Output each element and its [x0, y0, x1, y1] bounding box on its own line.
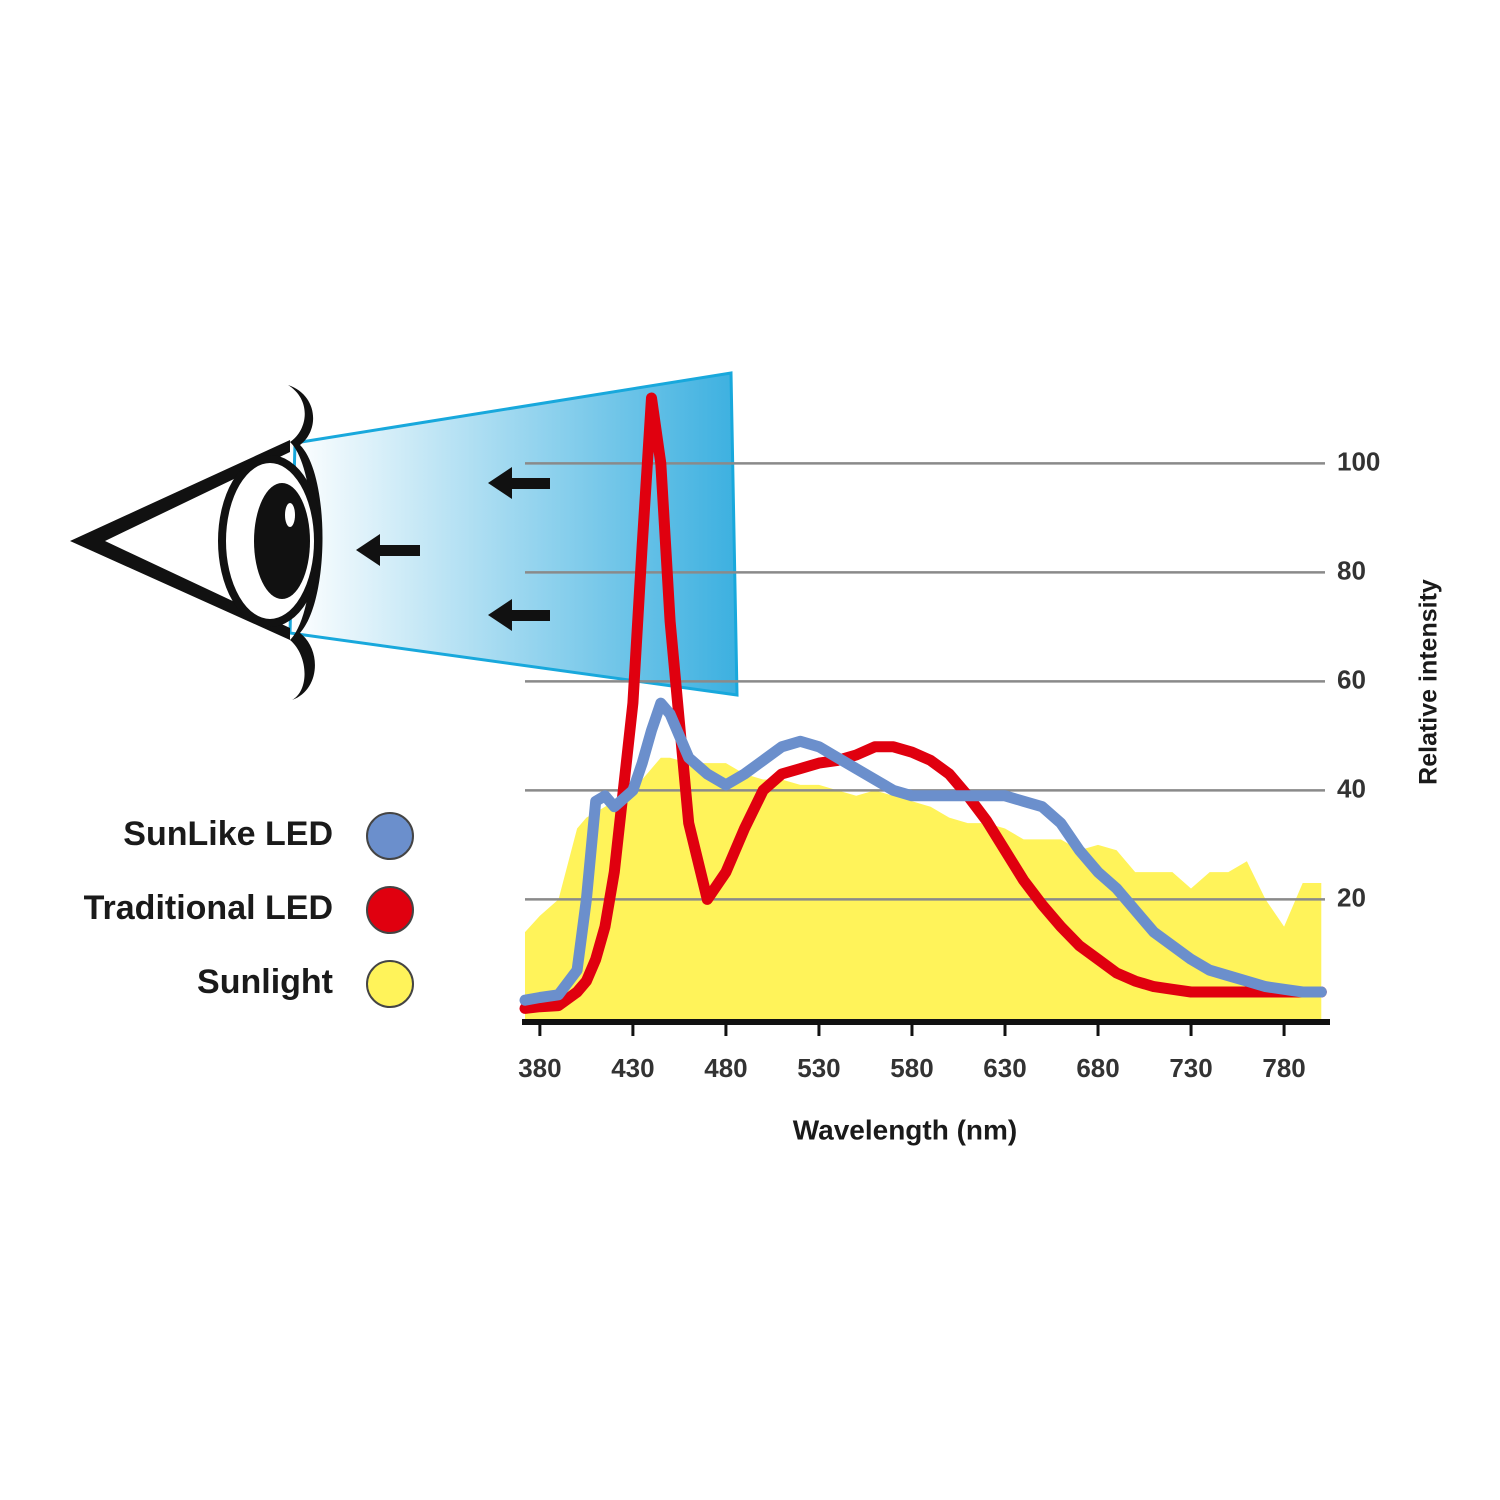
legend-label: SunLike LED — [123, 815, 333, 853]
x-tick-label: 680 — [1076, 1053, 1119, 1083]
y-tick-label: 20 — [1337, 882, 1366, 912]
legend-swatch — [366, 960, 414, 1008]
y-tick-label: 80 — [1337, 555, 1366, 585]
legend-swatch — [366, 886, 414, 934]
x-tick-label: 430 — [611, 1053, 654, 1083]
y-tick-label: 100 — [1337, 446, 1380, 476]
legend-label: Sunlight — [197, 963, 333, 1001]
legend-swatch — [366, 812, 414, 860]
y-axis-title: Relative intensity — [1415, 579, 1443, 785]
x-tick-label: 380 — [518, 1053, 561, 1083]
x-tick-label: 730 — [1169, 1053, 1212, 1083]
x-tick-label: 480 — [704, 1053, 747, 1083]
sunlight-area — [525, 757, 1322, 1022]
y-tick-label: 40 — [1337, 773, 1366, 803]
x-tick-label: 530 — [797, 1053, 840, 1083]
eye — [70, 385, 323, 700]
x-tick-label: 630 — [983, 1053, 1026, 1083]
legend-label: Traditional LED — [84, 889, 333, 927]
x-tick-label: 780 — [1262, 1053, 1305, 1083]
arrows — [356, 467, 550, 631]
spectrum-line — [519, 697, 1327, 1006]
x-tick-label: 580 — [890, 1053, 933, 1083]
y-tick-label: 60 — [1337, 664, 1366, 694]
x-axis-title: Wavelength (nm) — [793, 1114, 1018, 1145]
spectrum-line — [519, 392, 1327, 1014]
